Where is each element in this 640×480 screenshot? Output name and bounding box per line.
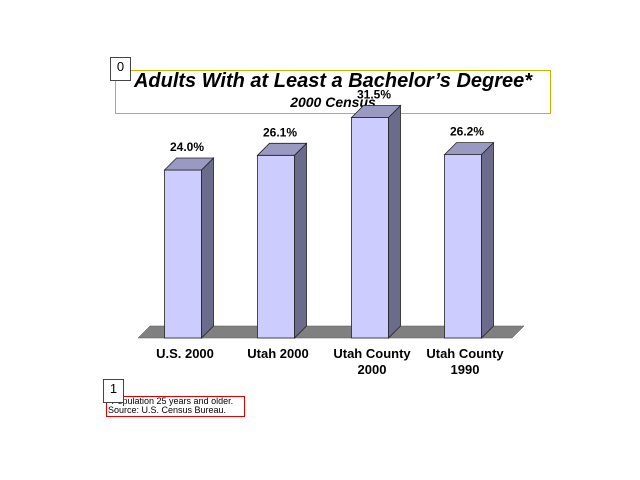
bar-side: [388, 104, 401, 339]
category-label: 2000: [358, 362, 387, 377]
chart-subtitle: 2000 Census: [290, 94, 376, 110]
annotation-marker-1: 1: [103, 379, 124, 403]
title-frame: [115, 70, 551, 114]
data-label: 26.1%: [263, 125, 297, 139]
bar-side: [294, 142, 307, 339]
footnote-frame: [106, 396, 245, 417]
annotation-marker-0: 0: [110, 57, 131, 81]
bar-top: [163, 157, 215, 171]
category-label: 1990: [451, 362, 480, 377]
bar-front: [164, 169, 202, 339]
bar-front: [351, 117, 389, 339]
data-label: 24.0%: [170, 140, 204, 154]
chart-title: Adults With at Least a Bachelor’s Degree…: [133, 70, 533, 92]
bar-front: [257, 154, 295, 339]
category-label: Utah 2000: [247, 346, 308, 361]
bar-top: [350, 105, 402, 118]
bar-side: [481, 141, 494, 339]
data-label: 26.2%: [450, 125, 484, 139]
bar-top: [443, 142, 495, 156]
data-label: 31.5%: [357, 88, 391, 102]
bar-front: [444, 154, 482, 339]
category-label: U.S. 2000: [156, 346, 214, 361]
footnote-population: *Population 25 years and older.: [108, 396, 234, 406]
category-label: Utah County: [426, 346, 504, 361]
bar-side: [201, 157, 214, 339]
category-label: Utah County: [333, 346, 411, 361]
footnote-source: Source: U.S. Census Bureau.: [108, 405, 227, 415]
bar-top: [256, 142, 308, 156]
